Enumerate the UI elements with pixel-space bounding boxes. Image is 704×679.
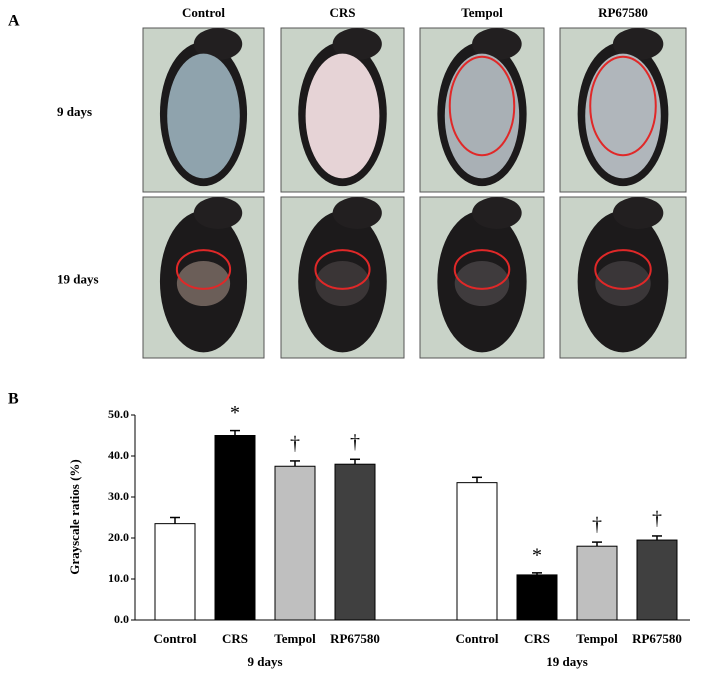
- y-tick-label: 20.0: [108, 530, 129, 544]
- panel-label: A: [8, 13, 20, 30]
- outline: [448, 55, 516, 157]
- fur-patch: [305, 53, 380, 179]
- mouse-head: [472, 197, 522, 229]
- mouse-head: [332, 28, 382, 60]
- group-label: 9 days: [247, 654, 282, 669]
- annotation: †: [290, 433, 300, 455]
- x-tick-label: RP67580: [330, 631, 380, 646]
- annotation: †: [350, 431, 360, 453]
- fur-patch: [315, 260, 370, 307]
- column-label: RP67580: [598, 5, 648, 20]
- bar: [456, 482, 498, 621]
- mouse-head: [612, 197, 664, 229]
- annotation: †: [652, 508, 662, 530]
- mouse-head: [193, 197, 243, 229]
- annotation: *: [532, 544, 542, 566]
- annotation: *: [230, 402, 240, 424]
- x-tick-label: RP67580: [632, 631, 682, 646]
- outline: [594, 249, 652, 290]
- bar: [516, 574, 558, 621]
- bar: [576, 545, 618, 621]
- fur-patch: [595, 260, 651, 307]
- column-label: Control: [182, 5, 225, 20]
- y-axis-label: Grayscale ratios (%): [67, 459, 82, 575]
- bar: [636, 539, 678, 621]
- y-tick-label: 10.0: [108, 571, 129, 585]
- panel-label: B: [8, 391, 19, 408]
- fur-patch: [454, 260, 510, 307]
- y-tick-label: 50.0: [108, 407, 129, 421]
- bar: [154, 523, 196, 621]
- x-tick-label: Tempol: [274, 631, 316, 646]
- bar: [274, 465, 316, 621]
- column-label: CRS: [329, 5, 355, 20]
- mouse-head: [332, 197, 382, 229]
- y-tick-label: 40.0: [108, 448, 129, 462]
- outline: [175, 249, 232, 290]
- group-label: 19 days: [546, 654, 588, 669]
- outline: [314, 249, 371, 290]
- row-label: 9 days: [57, 104, 92, 119]
- row-label: 19 days: [57, 271, 99, 286]
- x-tick-label: CRS: [222, 631, 248, 646]
- x-tick-label: Control: [455, 631, 498, 646]
- outline: [589, 55, 657, 157]
- fur-patch: [176, 260, 231, 307]
- x-tick-label: Control: [153, 631, 196, 646]
- bar: [214, 435, 256, 621]
- fur-patch: [585, 53, 661, 179]
- annotation: †: [592, 514, 602, 536]
- mouse-head: [193, 28, 243, 60]
- y-tick-label: 0.0: [114, 612, 129, 626]
- y-tick-label: 30.0: [108, 489, 129, 503]
- column-label: Tempol: [461, 5, 503, 20]
- outline: [453, 249, 511, 290]
- x-tick-label: Tempol: [576, 631, 618, 646]
- mouse-head: [612, 28, 664, 60]
- mouse-head: [472, 28, 522, 60]
- bar: [334, 463, 376, 621]
- fur-patch: [444, 53, 520, 179]
- x-tick-label: CRS: [524, 631, 550, 646]
- fur-patch: [167, 53, 240, 179]
